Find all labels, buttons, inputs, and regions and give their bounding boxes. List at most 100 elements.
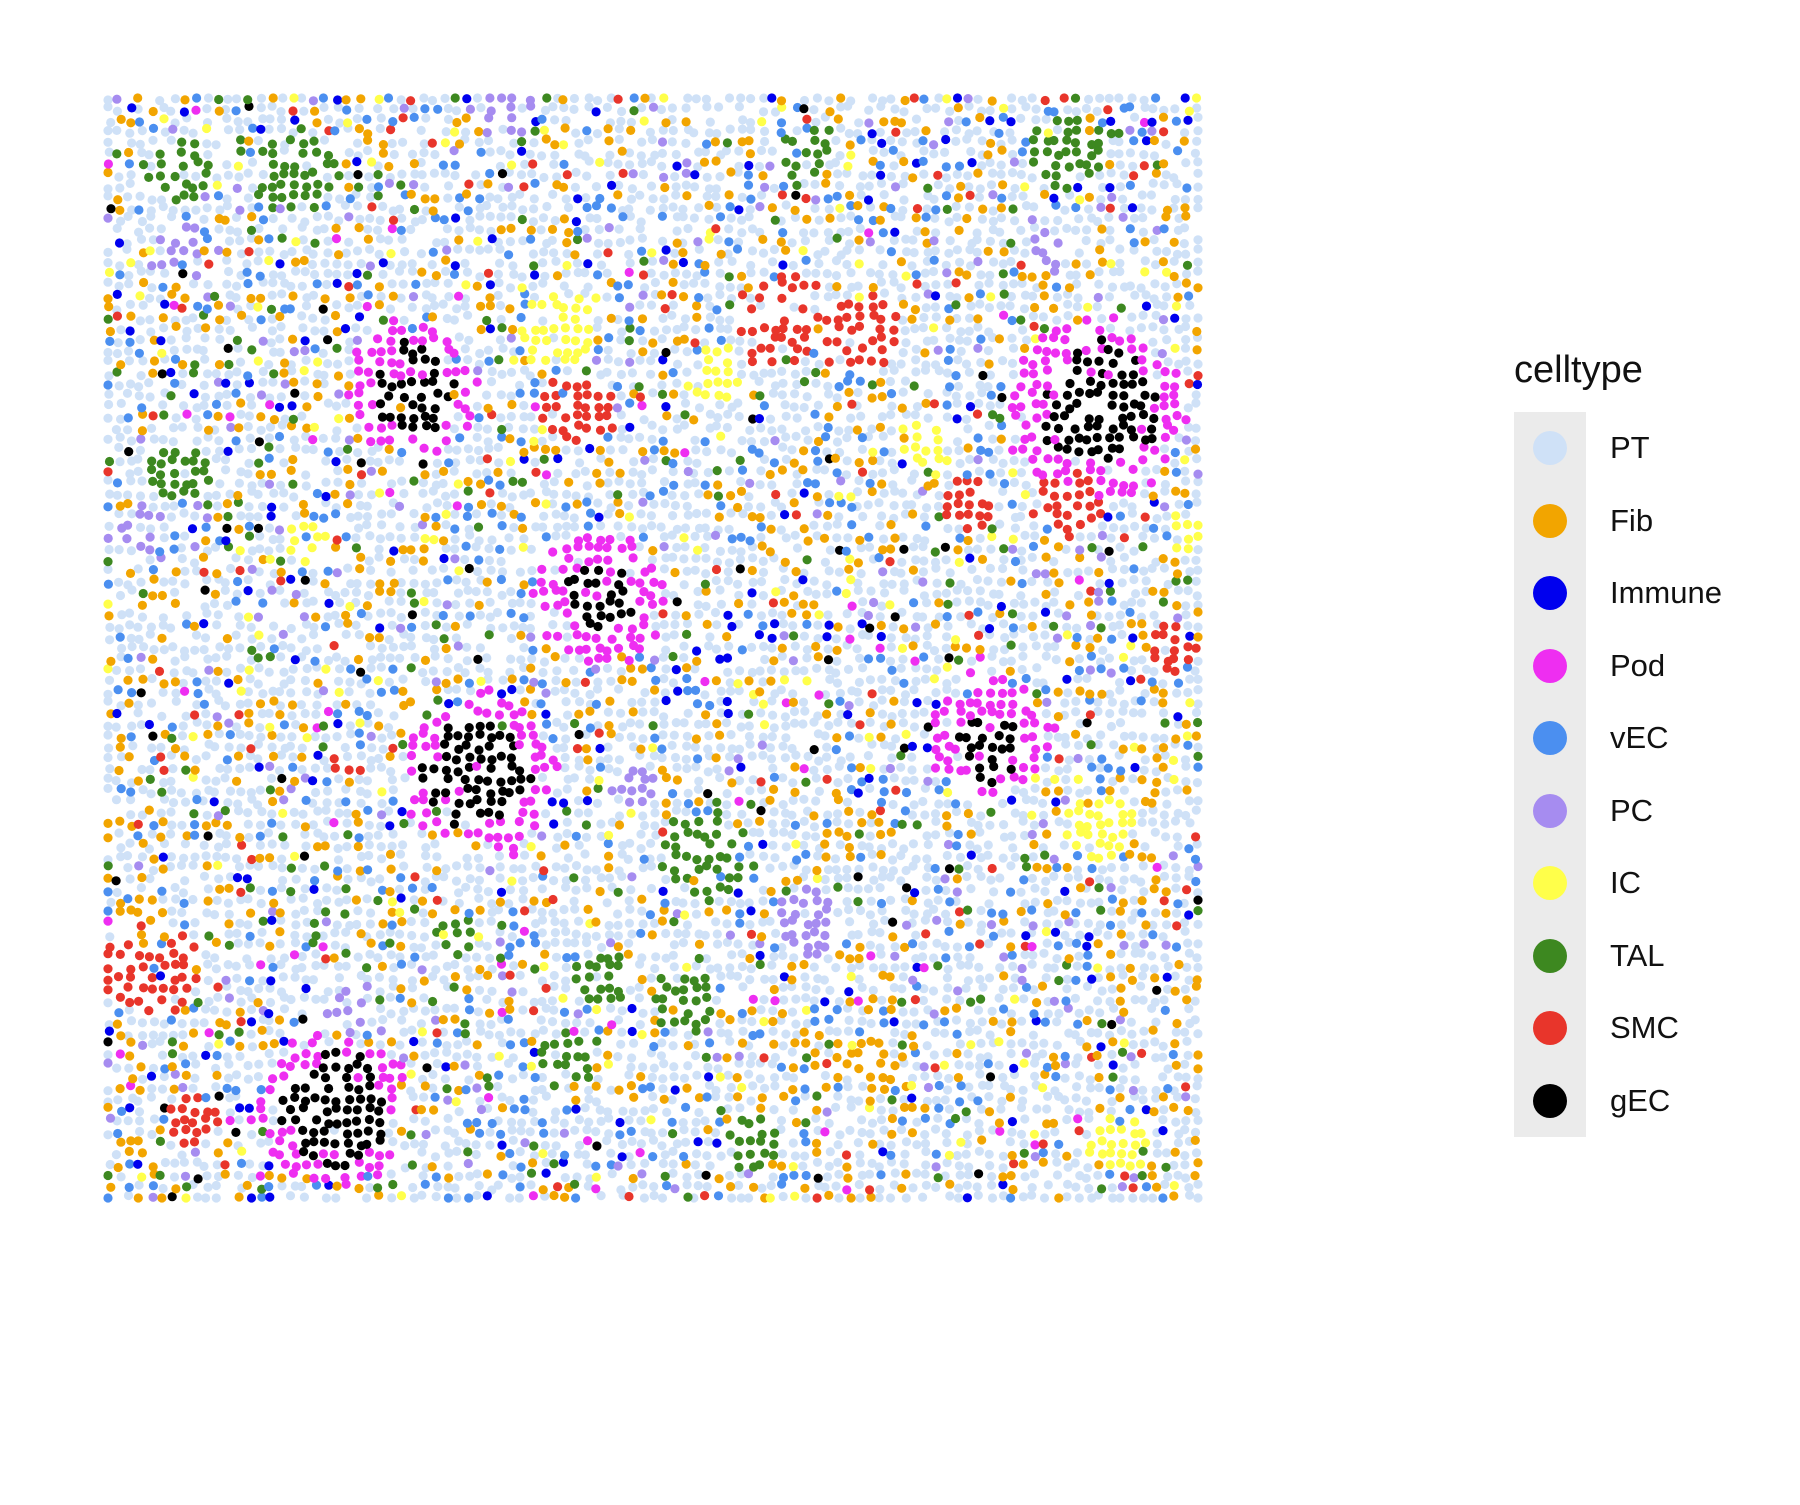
cell-point-pt — [942, 717, 952, 728]
cell-point-pt — [625, 235, 635, 245]
cell-point-pt — [995, 519, 1005, 529]
cell-point-pt — [1159, 105, 1169, 115]
cell-point-pt — [135, 445, 145, 455]
cell-point-pt — [233, 117, 243, 127]
cell-point-pt — [243, 819, 253, 829]
cell-point-pt — [691, 961, 701, 971]
cell-point-pt — [744, 1193, 754, 1203]
cell-point-pt — [1193, 962, 1203, 973]
cell-point-pt — [679, 1073, 690, 1083]
cell-point-pt — [690, 664, 700, 674]
cell-point-pt — [103, 1050, 113, 1060]
cell-point-pt — [1138, 213, 1148, 223]
cell-point-pt — [562, 489, 572, 499]
cell-point-pt — [705, 1161, 715, 1171]
cell-point-pt — [418, 908, 428, 918]
cell-point-pt — [1193, 1179, 1203, 1189]
cell-point-pt — [1181, 249, 1191, 259]
cell-point-pt — [1158, 1052, 1168, 1062]
cell-point-pt — [1009, 455, 1019, 466]
cell-point-pt — [550, 686, 560, 696]
cell-point-pt — [789, 706, 800, 717]
cell-point-pt — [1140, 842, 1150, 852]
cell-point-pt — [310, 269, 320, 280]
cell-point-pt — [253, 1072, 263, 1082]
cell-point-pt — [1060, 930, 1070, 941]
cell-point-pt — [322, 279, 332, 290]
cell-point-pt — [896, 1125, 907, 1135]
cell-point-pt — [268, 1105, 278, 1115]
cell-point-pt — [570, 688, 580, 698]
cell-point-pt — [525, 488, 536, 498]
cell-point-pt — [900, 1029, 910, 1040]
cell-point-pod — [274, 1150, 284, 1160]
cell-point-pt — [801, 831, 811, 841]
cell-point-pt — [384, 806, 394, 816]
cell-point-pt — [930, 213, 940, 223]
cell-point-pt — [672, 542, 682, 553]
cell-point-pt — [311, 949, 321, 959]
cell-point-pt — [911, 676, 921, 687]
cell-point-pt — [748, 940, 758, 950]
cell-point-pt — [1095, 93, 1105, 103]
cell-point-pt — [899, 579, 909, 589]
cell-point-pt — [689, 128, 699, 138]
cell-point-pt — [1139, 1193, 1149, 1203]
cell-point-pt — [212, 851, 222, 862]
cell-point-pt — [734, 590, 744, 600]
cell-point-pt — [145, 392, 155, 402]
cell-point-pt — [1193, 168, 1203, 178]
cell-point-pt — [854, 475, 864, 486]
cell-point-pt — [439, 872, 449, 882]
cell-point-pt — [976, 871, 986, 882]
cell-point-pt — [137, 126, 147, 136]
cell-point-pt — [998, 657, 1009, 667]
cell-point-fib — [242, 1180, 252, 1190]
cell-point-pt — [356, 798, 366, 808]
cell-point-pt — [896, 762, 906, 772]
cell-point-pt — [736, 722, 746, 732]
cell-point-pt — [1060, 732, 1070, 743]
cell-point-pt — [694, 719, 704, 730]
cell-point-pt — [376, 842, 386, 852]
cell-point-pt — [482, 200, 492, 211]
cell-point-pt — [1007, 168, 1018, 178]
cell-point-pt — [758, 248, 769, 258]
cell-point-pt — [842, 609, 852, 619]
cell-point-pt — [997, 928, 1007, 938]
cell-point-ic — [765, 1193, 775, 1203]
cell-point-pt — [188, 668, 198, 678]
cell-point-pt — [1183, 403, 1193, 413]
cell-point-fib — [1170, 1147, 1180, 1157]
cell-point-pt — [1160, 486, 1170, 496]
cell-point-pt — [515, 1172, 525, 1182]
cell-point-pt — [580, 1150, 591, 1160]
cell-point-pt — [715, 772, 725, 783]
cell-point-pc — [1117, 1182, 1127, 1192]
cell-point-pt — [996, 1104, 1006, 1114]
cell-point-pt — [103, 102, 113, 112]
cell-point-pt — [1149, 294, 1159, 304]
cell-point-pt — [432, 238, 442, 248]
cell-point-pt — [835, 840, 845, 850]
cell-point-pc — [931, 1162, 941, 1172]
cell-point-pt — [582, 171, 592, 181]
cell-point-pt — [247, 1130, 257, 1140]
cell-point-pt — [146, 622, 156, 632]
cell-point-pt — [824, 1026, 835, 1036]
cell-point-pt — [931, 1124, 941, 1134]
cell-point-pt — [394, 204, 405, 214]
cell-point-pt — [638, 919, 648, 929]
cell-point-pt — [188, 1051, 198, 1061]
cell-point-pt — [614, 476, 624, 486]
cell-point-pt — [165, 862, 175, 872]
cell-point-pt — [582, 865, 592, 875]
cell-point-pt — [471, 170, 481, 180]
cell-point-pt — [330, 928, 340, 938]
cell-point-pt — [659, 477, 670, 487]
cell-point-pt — [462, 642, 472, 652]
cell-point-pt — [1138, 861, 1148, 871]
cell-point-pt — [889, 983, 899, 993]
cell-point-pt — [890, 942, 900, 952]
cell-point-pod — [387, 1093, 397, 1103]
